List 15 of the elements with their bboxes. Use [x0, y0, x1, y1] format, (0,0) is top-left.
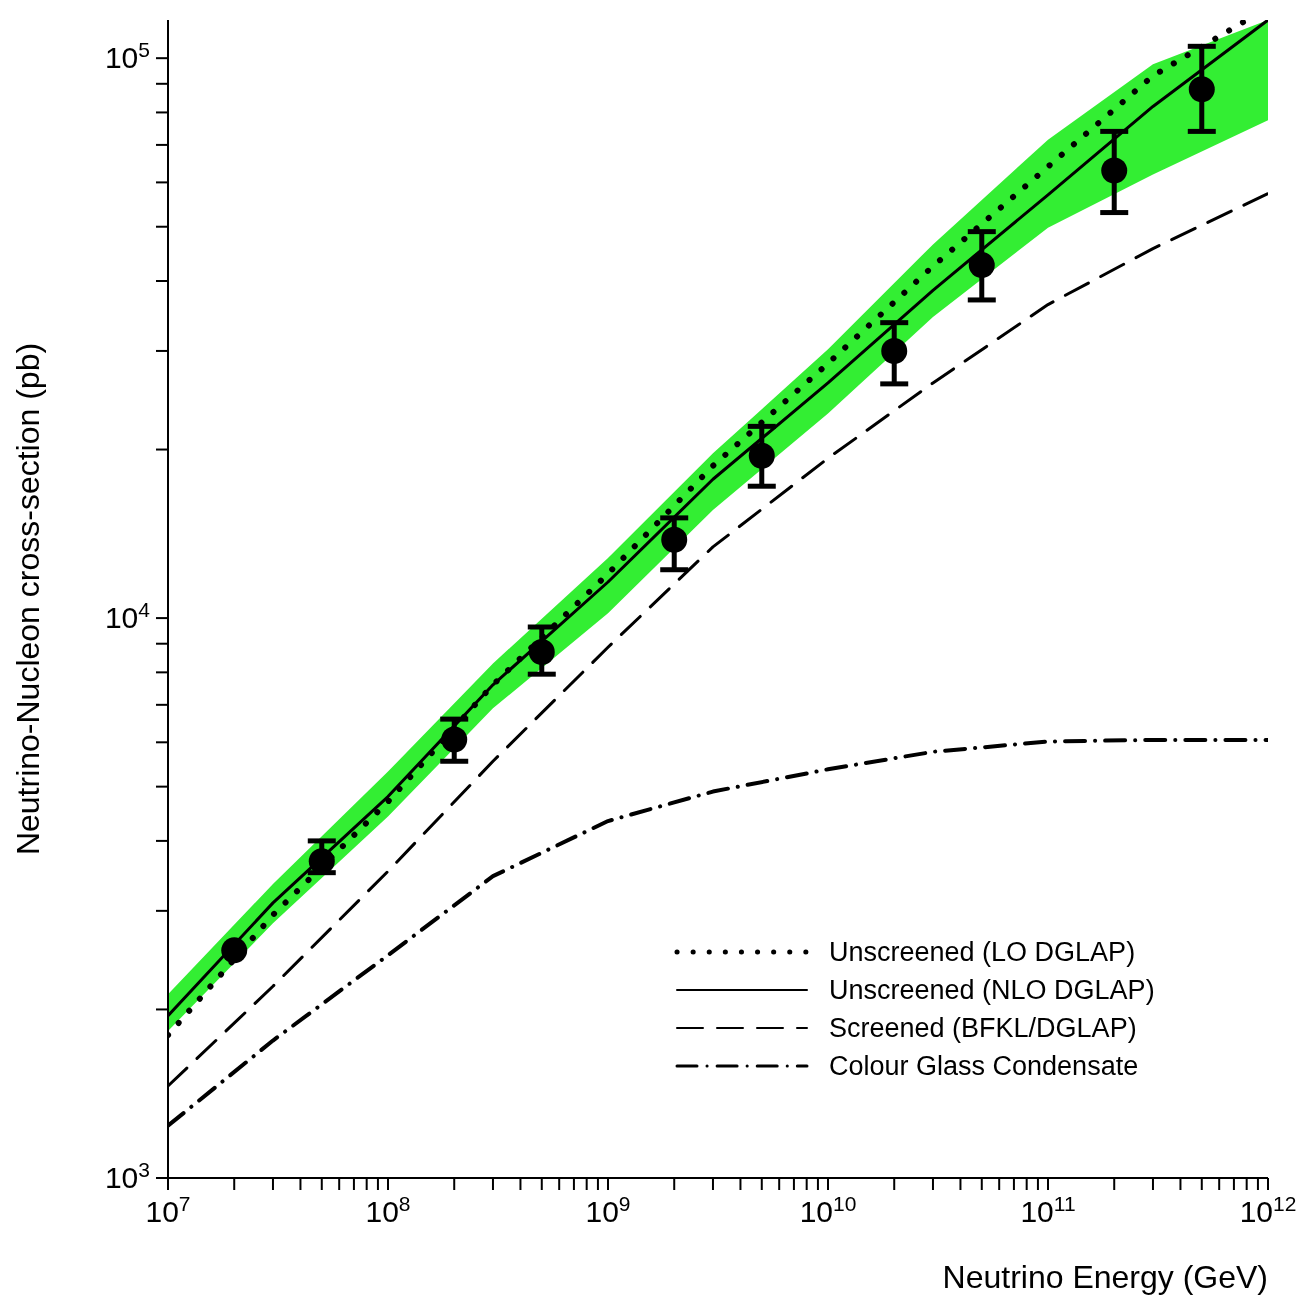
y-tick-label: 10$^{5}$ — [104, 37, 150, 75]
x-tick-label: 10$^{11}$ — [1020, 1191, 1076, 1228]
y-tick-label: 10$^{4}$ — [104, 597, 151, 635]
legend-label: Unscreened (LO DGLAP) — [829, 936, 1136, 968]
legend-label: Colour Glass Condensate — [829, 1050, 1139, 1082]
x-tick-label: 10$^{12}$ — [1239, 1191, 1297, 1228]
y-tick-label: 10$^{3}$ — [104, 1157, 150, 1194]
x-tick-label: 10$^{9}$ — [585, 1191, 631, 1228]
x-tick-label: 10$^{10}$ — [799, 1191, 857, 1228]
legend-label: Screened (BFKL/DGLAP) — [829, 1012, 1137, 1044]
y-axis-title: Neutrino-Nucleon cross-section (pb) — [10, 342, 47, 856]
x-tick-label: 10$^{7}$ — [145, 1191, 191, 1228]
x-axis-title: Neutrino Energy (GeV) — [942, 1259, 1268, 1295]
legend-label: Unscreened (NLO DGLAP) — [829, 974, 1155, 1006]
x-tick-label: 10$^{8}$ — [365, 1191, 411, 1228]
